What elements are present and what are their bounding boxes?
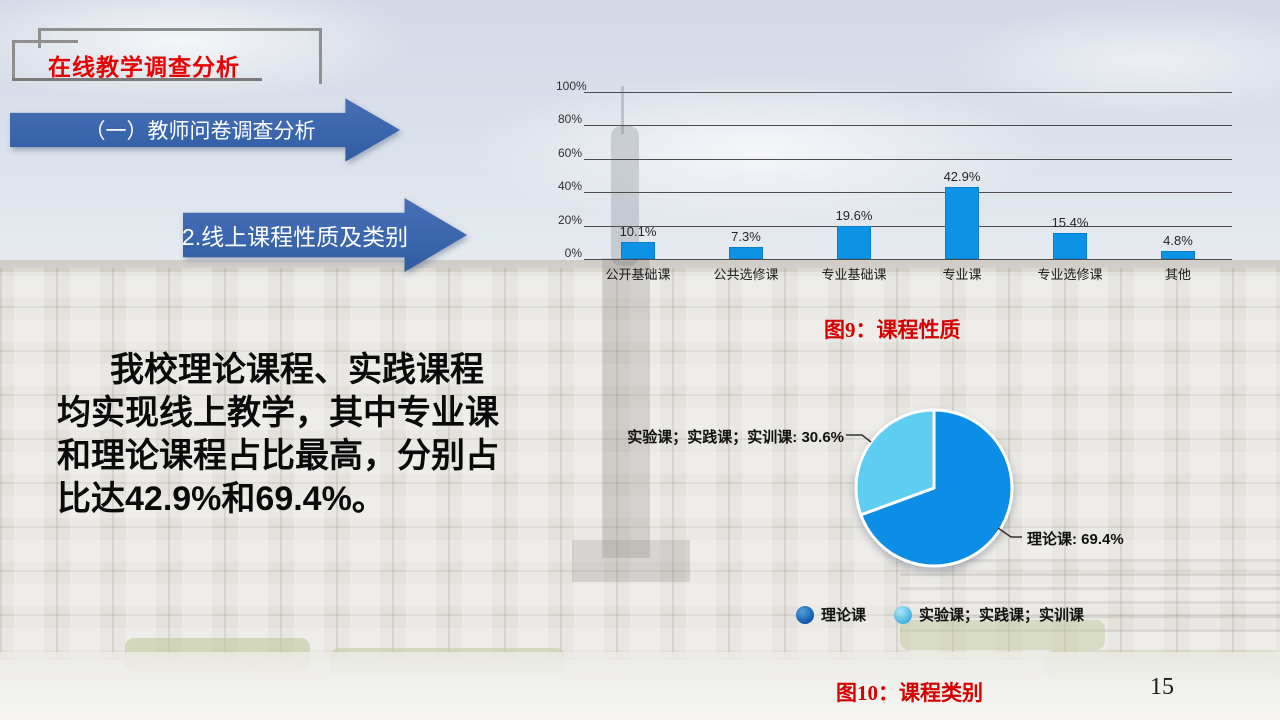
bar-category-label: 专业选修课: [1037, 267, 1103, 282]
body-paragraph: 我校理论课程、实践课程 均实现线上教学，其中专业课 和理论课程占比最高，分别占 …: [57, 349, 535, 521]
pie-label-theory: 理论课: 69.4%: [1027, 531, 1124, 548]
paragraph-line: 我校理论课程、实践课程: [110, 351, 484, 389]
frame-line: [12, 78, 262, 81]
fig10-caption: 图10：课程类别: [836, 681, 983, 705]
gridline: [584, 92, 1232, 93]
statue-pedestal: [602, 258, 650, 558]
gridline: [584, 259, 1232, 260]
legend-item-practical: 实验课；实践课；实训课: [894, 604, 1084, 625]
bar-category-label: 专业课: [942, 267, 982, 282]
pie-slice-2: [854, 408, 936, 517]
y-tick-label: 0%: [564, 246, 582, 260]
gridline: [584, 158, 1232, 160]
gridline: [584, 225, 1232, 227]
paragraph-line: 和理论课程占比最高，分别占: [57, 437, 499, 475]
bar-value-label: 10.1%: [619, 224, 657, 240]
bar-2: [729, 246, 763, 259]
paragraph-line: 比达42.9%和69.4%。: [57, 480, 386, 518]
leader-line-theory: [997, 527, 1022, 538]
legend-dot-theory-icon: [796, 605, 814, 624]
frame-line: [38, 28, 41, 48]
bar-value-label: 7.3%: [731, 228, 761, 244]
pie-legend: 理论课 实验课；实践课；实训课: [796, 604, 1102, 625]
paragraph-line: 均实现线上教学，其中专业课: [57, 394, 499, 432]
bar-4: [945, 187, 979, 259]
bar-1: [621, 242, 655, 259]
frame-line: [12, 40, 15, 81]
bar-6: [1161, 250, 1195, 259]
banner-secondary-label: 2.线上课程性质及类别: [181, 224, 409, 250]
pie-label-practical: 实验课；实践课；实训课: 30.6%: [627, 429, 844, 446]
gridline: [584, 125, 1232, 127]
legend-label-practical: 实验课；实践课；实训课: [919, 607, 1085, 624]
legend-dot-practical-icon: [894, 605, 913, 624]
statue-pedestal-base: [572, 540, 690, 582]
bar-value-label: 4.8%: [1163, 232, 1193, 248]
slide-title: 在线教学调查分析: [48, 54, 240, 80]
bar-value-label: 42.9%: [943, 169, 981, 185]
pie-slice-1: [859, 408, 1014, 568]
y-tick-label: 80%: [557, 112, 582, 127]
y-tick-label: 40%: [557, 179, 582, 194]
gridline: [584, 192, 1232, 194]
bar-category-label: 其他: [1164, 267, 1191, 282]
hedge: [900, 620, 1105, 650]
arrow-shape: （一）教师问卷调查分析: [10, 98, 400, 162]
building-steps: [900, 556, 1280, 632]
bar-category-label: 公开基础课: [605, 267, 671, 282]
statue-pole: [621, 86, 624, 134]
y-tick-label: 20%: [557, 212, 582, 227]
leader-line-practical: [846, 434, 872, 443]
page-number: 15: [1150, 674, 1174, 700]
bar-value-label: 19.6%: [835, 208, 873, 224]
legend-item-theory: 理论课: [796, 604, 866, 625]
banner-primary: （一）教师问卷调查分析: [10, 97, 400, 163]
bar-category-label: 公共选修课: [713, 267, 779, 282]
bar-5: [1053, 233, 1087, 259]
bar-category-label: 专业基础课: [821, 267, 887, 282]
y-tick-label: 100%: [556, 79, 587, 93]
legend-label-theory: 理论课: [821, 607, 867, 624]
building-roofline: [0, 260, 1280, 272]
frame-line: [12, 40, 78, 43]
frame-line: [319, 28, 322, 84]
pie-chart: [846, 408, 1022, 568]
frame-line: [38, 28, 322, 31]
campus-building-background: [0, 268, 1280, 660]
bar-3: [837, 226, 871, 259]
y-tick-label: 60%: [557, 145, 582, 160]
banner-secondary: 2.线上课程性质及类别: [183, 198, 467, 272]
bar-value-label: 15.4%: [1051, 215, 1089, 231]
bar-chart: 0% 20% 40% 60% 80% 100% 10.1% 公开基础课 7.3% 公共选修课 19.…: [556, 79, 1248, 292]
fig9-caption: 图9：课程性质: [824, 318, 961, 342]
banner-primary-label: （一）教师问卷调查分析: [84, 120, 316, 143]
plaza-foreground: [0, 652, 1280, 720]
arrow-shape: 2.线上课程性质及类别: [183, 198, 467, 272]
